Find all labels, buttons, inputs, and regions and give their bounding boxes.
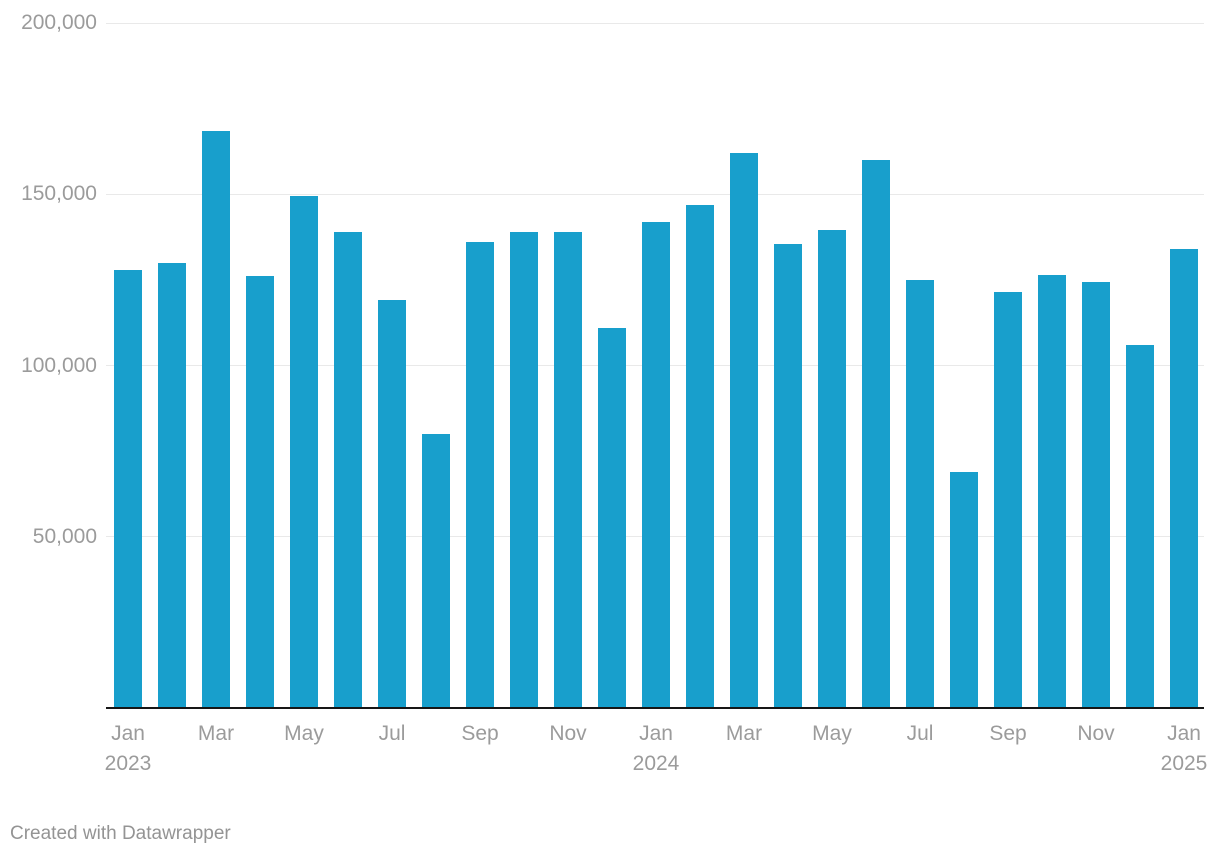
x-axis-tick-label: Jan (111, 722, 145, 745)
x-axis-line (106, 707, 1204, 709)
bar-may-2023 (290, 195, 318, 708)
bar-feb-2024 (686, 204, 714, 708)
bar-nov-2023 (554, 231, 582, 708)
bar-oct-2023 (510, 231, 538, 708)
bar-aug-2024 (950, 471, 978, 708)
x-axis-tick-label: May (284, 722, 324, 745)
bar-nov-2024 (1082, 281, 1110, 708)
x-axis-tick-label: Nov (1077, 722, 1115, 745)
datawrapper-credit: Created with Datawrapper (10, 823, 231, 844)
bar-sep-2023 (466, 242, 494, 708)
bar-jan-2023 (114, 269, 142, 708)
bar-may-2024 (818, 230, 846, 708)
bar-feb-2023 (158, 262, 186, 708)
x-axis-tick-label: Jul (906, 722, 934, 745)
y-axis-tick-label: 100,000 (21, 353, 97, 377)
x-axis-tick-label: May (812, 722, 852, 745)
bar-jun-2023 (334, 231, 362, 708)
x-axis-year-label: 2024 (632, 752, 680, 775)
bar-jan-2024 (642, 221, 670, 708)
y-axis-tick-label: 200,000 (21, 11, 97, 34)
bar-dec-2023 (598, 327, 626, 708)
bar-oct-2024 (1038, 274, 1066, 708)
bar-jun-2024 (862, 160, 890, 708)
bar-apr-2024 (774, 243, 802, 708)
bar-jul-2023 (378, 300, 406, 708)
y-axis-tick-label: 150,000 (21, 182, 97, 206)
y-gridline (106, 22, 1204, 24)
y-gridline (106, 193, 1204, 195)
x-axis-tick-label: Nov (549, 722, 587, 745)
bar-mar-2023 (202, 130, 230, 708)
y-axis-tick-label: 50,000 (32, 524, 97, 548)
x-axis-tick-label: Sep (989, 722, 1027, 745)
bar-aug-2023 (422, 434, 450, 708)
bar-jul-2024 (906, 279, 934, 708)
x-axis-tick-label: Jan (1167, 722, 1201, 745)
bar-mar-2024 (730, 153, 758, 708)
bar-sep-2024 (994, 291, 1022, 708)
x-axis-tick-label: Mar (197, 722, 235, 745)
x-axis-tick-label: Jul (378, 722, 406, 745)
x-axis-tick-label: Jan (639, 722, 673, 745)
bar-dec-2024 (1126, 344, 1154, 708)
bar-apr-2023 (246, 276, 274, 708)
x-axis-tick-label: Sep (461, 722, 499, 745)
x-axis-year-label: 2023 (104, 752, 152, 775)
x-axis-year-label: 2025 (1160, 752, 1208, 775)
x-axis-tick-label: Mar (725, 722, 763, 745)
bar-jan-2025 (1170, 249, 1198, 708)
